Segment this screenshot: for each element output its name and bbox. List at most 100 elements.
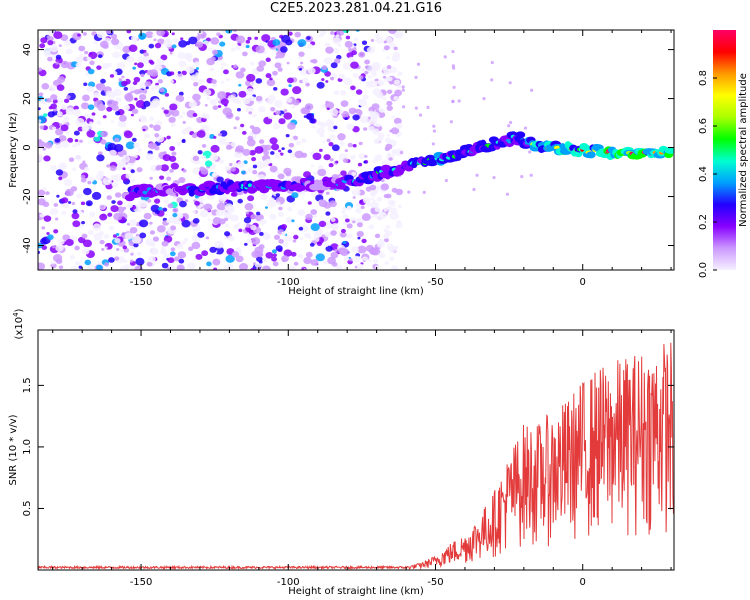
noise-speck xyxy=(200,168,209,175)
noise-speck xyxy=(385,224,391,229)
noise-speck xyxy=(346,233,353,239)
noise-speck xyxy=(117,119,127,128)
noise-speck xyxy=(89,121,93,125)
noise-speck xyxy=(269,137,278,145)
colorbar-tick-label: 0.2 xyxy=(698,214,709,230)
snr-y-axis: 0.5 1.0 1.5 xyxy=(22,377,674,516)
noise-speck xyxy=(399,150,404,155)
noise-speck xyxy=(244,242,248,246)
noise-speck xyxy=(195,41,204,48)
noise-speck xyxy=(184,127,191,134)
noise-speck xyxy=(281,34,291,43)
noise-speck xyxy=(224,264,231,270)
noise-speck xyxy=(523,126,528,130)
noise-speck xyxy=(153,124,161,132)
noise-speck xyxy=(397,204,402,209)
noise-speck xyxy=(260,193,268,201)
noise-speck xyxy=(146,261,153,267)
noise-speck xyxy=(344,218,350,223)
noise-speck xyxy=(388,157,393,161)
noise-speck xyxy=(432,129,437,133)
noise-speck xyxy=(358,75,364,80)
noise-speck xyxy=(330,62,338,69)
noise-speck xyxy=(39,43,46,49)
noise-speck xyxy=(261,34,271,42)
noise-speck xyxy=(135,257,145,266)
noise-speck xyxy=(75,117,85,126)
noise-speck xyxy=(230,47,236,52)
noise-speck xyxy=(194,200,200,206)
noise-speck xyxy=(255,45,265,54)
noise-speck xyxy=(61,140,70,148)
noise-speck xyxy=(128,44,138,52)
noise-speck xyxy=(318,220,327,228)
noise-speck xyxy=(124,232,134,240)
noise-speck xyxy=(271,249,277,254)
noise-speck xyxy=(267,94,276,102)
noise-speck xyxy=(47,111,55,118)
noise-speck xyxy=(205,236,210,240)
noise-speck xyxy=(282,241,289,248)
noise-speck xyxy=(129,226,138,234)
noise-speck xyxy=(116,206,125,213)
noise-speck xyxy=(38,250,41,255)
noise-speck xyxy=(172,207,179,213)
noise-speck xyxy=(367,74,373,79)
noise-speck xyxy=(353,255,361,263)
noise-speck xyxy=(283,112,293,120)
noise-speck xyxy=(255,78,263,84)
noise-speck xyxy=(93,135,101,142)
colorbar-tick-label: 0.6 xyxy=(698,118,709,134)
noise-speck xyxy=(350,85,356,91)
noise-speck xyxy=(149,176,153,180)
noise-speck xyxy=(318,199,328,208)
noise-speck xyxy=(178,60,187,68)
noise-speck xyxy=(237,198,243,204)
noise-speck xyxy=(332,47,340,54)
noise-speck xyxy=(222,209,230,216)
noise-speck xyxy=(124,93,134,101)
noise-speck xyxy=(288,265,296,270)
noise-speck xyxy=(38,189,46,196)
noise-speck xyxy=(352,72,359,78)
noise-speck xyxy=(236,108,241,112)
noise-speck xyxy=(372,128,380,135)
noise-speck xyxy=(95,83,102,89)
noise-speck xyxy=(110,205,119,213)
noise-speck xyxy=(165,171,171,176)
noise-speck xyxy=(188,36,198,45)
noise-speck xyxy=(283,109,288,113)
noise-speck xyxy=(102,62,110,69)
noise-speck xyxy=(245,211,249,215)
noise-speck xyxy=(251,237,261,245)
noise-speck xyxy=(230,166,236,172)
noise-speck xyxy=(249,82,254,86)
noise-speck xyxy=(107,142,117,151)
noise-speck xyxy=(283,249,293,257)
noise-speck xyxy=(383,67,392,75)
noise-speck xyxy=(363,127,368,131)
noise-speck xyxy=(134,62,138,66)
noise-speck xyxy=(307,67,316,75)
noise-speck xyxy=(207,218,211,221)
noise-speck xyxy=(247,167,254,173)
noise-speck xyxy=(385,193,392,199)
noise-speck xyxy=(376,241,385,248)
noise-speck xyxy=(143,52,149,57)
noise-speck xyxy=(393,46,398,51)
noise-speck xyxy=(43,215,52,222)
noise-speck xyxy=(242,97,251,105)
noise-speck xyxy=(111,181,119,188)
noise-speck xyxy=(123,130,133,139)
noise-speck xyxy=(217,105,222,108)
noise-speck xyxy=(313,171,318,175)
noise-speck xyxy=(235,71,245,79)
noise-speck xyxy=(127,166,132,170)
noise-speck xyxy=(39,213,45,218)
noise-speck xyxy=(303,256,312,265)
noise-speck xyxy=(258,174,266,181)
y-tick-label: 1.0 xyxy=(22,439,33,455)
noise-speck xyxy=(245,39,251,44)
noise-speck xyxy=(135,100,146,109)
noise-speck xyxy=(348,56,355,62)
